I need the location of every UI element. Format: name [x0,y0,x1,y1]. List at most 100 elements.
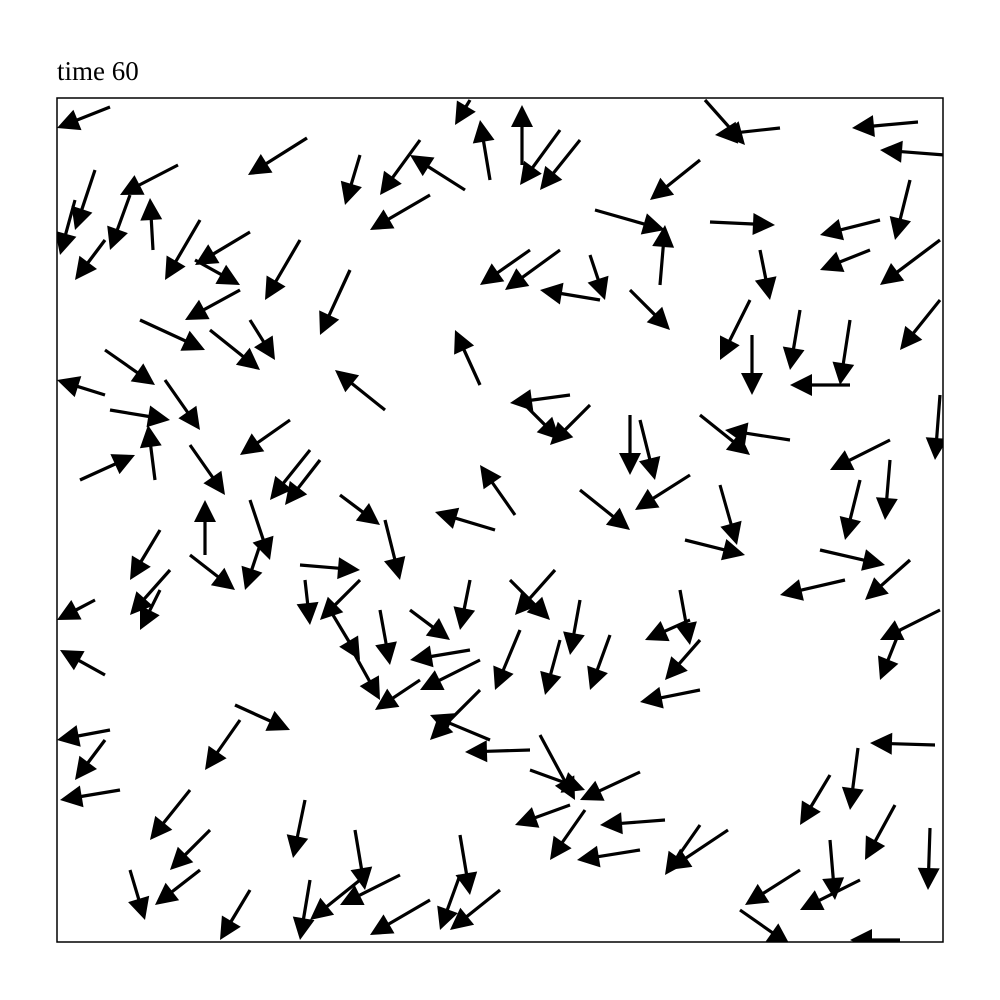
arrow [820,218,881,241]
arrow [265,239,302,300]
arrow [165,219,202,280]
arrow [715,121,781,144]
arrow [480,465,517,516]
arrow [455,99,476,125]
arrow [889,179,912,240]
arrow [665,824,702,875]
arrow [790,374,850,396]
arrow [435,507,496,532]
arrow [878,629,902,680]
arrow [699,413,750,455]
arrow [328,609,360,660]
arrow [822,839,845,900]
arrow [270,449,312,500]
arrow [800,878,861,910]
arrow [194,258,240,285]
arrow [139,318,205,351]
arrow [60,785,121,808]
arrow [665,638,702,680]
arrow [450,888,501,930]
arrow [188,444,225,495]
arrow [350,829,373,890]
arrow [668,828,729,870]
chart-title: time 60 [57,56,139,86]
arrow [841,747,864,810]
arrow [130,568,172,615]
arrow [520,129,562,185]
arrow [241,544,263,590]
arrow [409,608,450,640]
arrow [220,889,252,940]
arrow [529,768,585,793]
arrow [754,249,777,300]
arrow [587,254,609,300]
arrow [619,415,641,475]
arrow [299,557,360,580]
arrow [540,139,582,190]
arrow [550,403,592,445]
arrow [370,898,431,935]
arrow [684,538,745,561]
arrow [410,155,466,192]
arrow [163,379,200,430]
plot-area [57,98,943,942]
arrow [57,199,77,255]
arrow [139,425,162,481]
arrow [339,493,380,525]
arrow [335,370,386,412]
arrow [870,732,935,755]
arrow [800,774,832,825]
arrow [839,479,862,540]
arrow [195,230,251,265]
arrow [454,330,482,386]
axes-frame [56,97,944,943]
arrow [675,589,697,645]
arrow [739,908,789,942]
arrow [285,459,322,505]
arrow [720,299,752,360]
arrow [340,873,401,905]
arrow [189,553,235,590]
arrow [420,658,481,690]
arrow [234,703,290,731]
arrow [600,812,666,835]
arrow [248,136,308,175]
arrow [75,239,107,280]
arrow [155,868,201,905]
arrow [718,484,742,545]
arrow [75,739,107,780]
arrow [104,348,155,385]
arrow [900,299,942,350]
arrow [57,598,96,620]
arrow [430,688,482,740]
arrow [594,208,665,235]
arrow [480,248,531,285]
arrow [455,834,478,895]
arrow [465,740,530,763]
arrow [510,389,571,411]
arrow [709,213,775,235]
arrow [875,459,898,520]
arrow [248,499,274,560]
arrow [819,548,885,571]
arrow [296,579,319,625]
arrow [130,529,162,580]
arrow [353,654,380,700]
arrow [652,225,675,286]
arrow [60,650,106,677]
arrow [383,519,406,580]
arrow [577,845,641,868]
arrow [628,288,670,330]
arrow [340,154,362,205]
arrow [563,599,585,655]
arrow [150,789,192,840]
arrow [310,878,361,920]
arrow [194,500,216,555]
arrow [319,269,352,335]
arrow [850,929,900,942]
arrow [830,438,891,470]
arrow [635,473,691,510]
arrow [511,105,533,165]
arrow [515,568,557,615]
